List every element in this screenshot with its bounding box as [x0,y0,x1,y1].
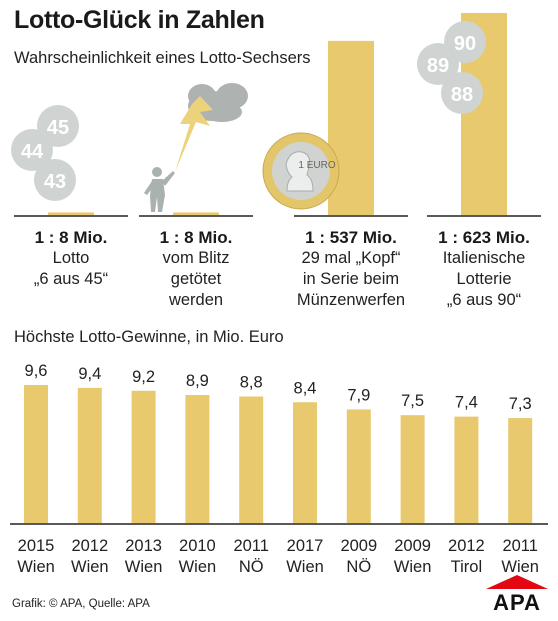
ball-number: 90 [454,33,476,55]
place-label: NÖ [346,558,371,576]
ball-number: 45 [47,117,69,139]
logo-text: APA [493,590,541,615]
year-label: 2015 [18,537,55,555]
value-label: 9,2 [132,368,155,386]
winnings-bar [77,387,102,523]
winnings-bar [239,396,264,523]
year-label: 2012 [71,537,108,555]
description-line: Lotterie [456,270,512,288]
year-label: 2011 [502,537,537,555]
description-line: „6 aus 45“ [33,270,109,288]
year-label: 2017 [287,537,324,555]
description-line: „6 aus 90“ [446,291,522,309]
ball-icon: 43 [34,159,76,201]
place-label: Wien [125,558,163,576]
coin-label: 1 EURO [298,160,335,171]
value-label: 7,3 [509,395,532,413]
value-label: 8,8 [240,374,263,392]
ball-number: 44 [21,141,44,163]
ball-number: 89 [427,55,449,77]
year-label: 2009 [394,537,431,555]
place-label: Wien [71,558,109,576]
description-line: getötet [170,270,222,288]
value-label: 7,9 [347,386,370,404]
description-line: Italienische [442,249,526,267]
lightning-cloud-icon [175,83,248,172]
description-line: Lotto [52,249,90,267]
place-label: Wien [501,558,539,576]
winnings-bar [293,402,317,523]
chart2-subtitle: Höchste Lotto-Gewinne, in Mio. Euro [14,328,284,346]
value-label: 9,4 [78,365,101,383]
probability-description: Italienische Lotterie „6 aus 90“ [414,248,554,311]
probability-ratio: 1 : 623 Mio. [438,228,530,247]
value-label: 7,4 [455,394,478,412]
probability-bar [173,212,219,215]
description-line: werden [168,291,224,309]
lotto-balls-right: 90 89 88 [417,21,486,114]
lotto-balls-left: 45 44 43 [11,105,79,201]
source-credit: Grafik: © APA, Quelle: APA [12,598,150,610]
winnings-bar [508,418,533,523]
value-label: 8,9 [186,372,209,390]
chart1-subtitle: Wahrscheinlichkeit eines Lotto-Sechsers [14,49,311,67]
probability-description: Lotto „6 aus 45“ [1,248,141,290]
page-title: Lotto-Glück in Zahlen [14,6,265,34]
description-line: 29 mal „Kopf“ [301,249,401,267]
coin-icon: 1 EURO [262,132,340,210]
value-label: 8,4 [294,379,317,397]
winnings-bar [131,390,156,523]
winnings-bar [400,415,425,523]
place-label: NÖ [239,558,264,576]
place-label: Wien [286,558,324,576]
description-line: in Serie beim [302,270,400,288]
probability-description: 29 mal „Kopf“ in Serie beim Münzenwerfen [281,248,421,311]
year-label: 2010 [179,537,216,555]
probability-bar [48,212,94,215]
ball-number: 43 [44,171,66,193]
probability-chart: 45 44 43 1 EURO 90 [11,13,541,217]
year-label: 2009 [340,537,377,555]
winnings-bar [346,409,371,523]
place-label: Wien [17,558,55,576]
ball-icon: 44 [11,129,53,171]
value-label: 7,5 [401,392,424,410]
probability-ratio: 1 : 8 Mio. [34,228,108,247]
winnings-bar [185,395,210,523]
description-line: Münzenwerfen [296,291,406,309]
winnings-bar [454,416,479,523]
place-label: Wien [394,558,432,576]
place-label: Tirol [451,558,482,576]
year-label: 2012 [448,537,485,555]
ball-number: 88 [451,84,473,106]
year-label: 2013 [125,537,162,555]
ball-icon: 89 [417,43,459,85]
year-label: 2011 [233,537,268,555]
probability-description: vom Blitz getötet werden [126,248,266,311]
probability-ratio: 1 : 537 Mio. [305,228,397,247]
winnings-bar [24,385,48,523]
description-line: vom Blitz [162,249,230,267]
ball-icon: 88 [441,72,483,114]
person-icon [144,167,175,212]
place-label: Wien [179,558,217,576]
value-label: 9,6 [25,362,48,380]
probability-ratio: 1 : 8 Mio. [159,228,233,247]
